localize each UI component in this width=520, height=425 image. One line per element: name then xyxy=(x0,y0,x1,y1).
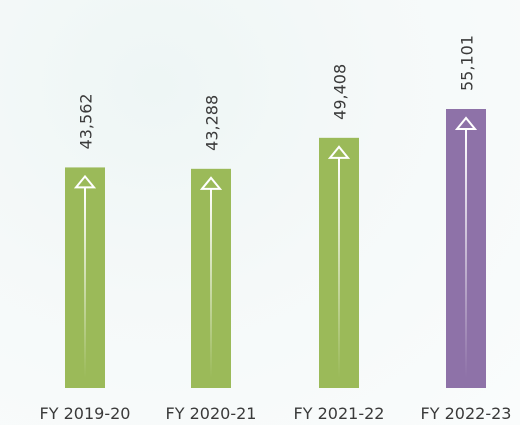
arrow-head xyxy=(73,174,97,189)
value-label: 55,101 xyxy=(458,35,477,91)
x-tick-label: FY 2019-20 xyxy=(40,404,131,423)
arrow-shaft xyxy=(210,188,212,378)
arrow-head xyxy=(199,176,223,190)
arrow-shaft xyxy=(84,187,86,378)
x-tick-label: FY 2020-21 xyxy=(166,404,257,423)
x-tick-label: FY 2021-22 xyxy=(294,404,385,423)
x-tick-label: FY 2022-23 xyxy=(421,404,512,423)
value-label: 49,408 xyxy=(331,64,350,120)
arrow-head xyxy=(327,145,351,159)
arrow-head xyxy=(454,116,478,130)
value-label: 43,562 xyxy=(77,93,96,149)
value-label: 43,288 xyxy=(203,95,222,151)
arrow-shaft xyxy=(465,129,467,378)
arrow-shaft xyxy=(338,157,340,378)
